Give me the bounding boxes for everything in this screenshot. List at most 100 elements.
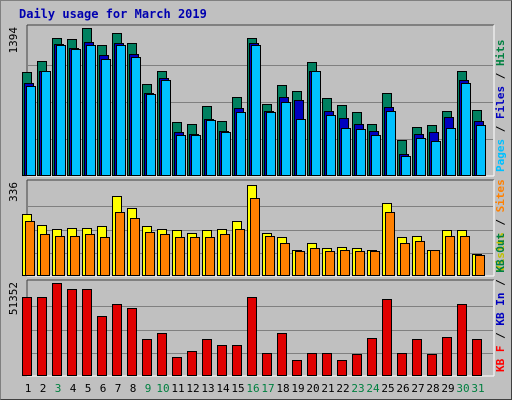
bar-kb-f xyxy=(292,360,302,376)
bar-sites xyxy=(325,251,335,276)
bar-pages xyxy=(71,49,81,176)
bar-sites xyxy=(475,255,485,276)
x-tick-label: 3 xyxy=(55,382,62,395)
legend: Visits / Sites xyxy=(494,179,507,272)
bar-sites xyxy=(160,234,170,276)
x-tick-label: 12 xyxy=(186,382,199,395)
bar-sites xyxy=(250,198,260,276)
bar-sites xyxy=(190,237,200,276)
bar-kb-f xyxy=(82,289,92,376)
y-max-label: 51352 xyxy=(7,282,20,315)
y-max-label: 336 xyxy=(7,182,20,202)
bar-sites xyxy=(460,236,470,276)
bar-sites xyxy=(385,212,395,276)
x-tick-label: 19 xyxy=(291,382,304,395)
bar-pages xyxy=(371,135,381,176)
bar-pages xyxy=(116,45,126,176)
legend-entry: / xyxy=(494,212,507,232)
x-tick-label: 1 xyxy=(25,382,32,395)
x-tick-label: 4 xyxy=(70,382,77,395)
bar-pages xyxy=(26,86,36,176)
bar-sites xyxy=(115,212,125,276)
bar-kb-f xyxy=(127,308,137,376)
legend: Pages / Files / Hits xyxy=(494,40,507,173)
x-tick-label: 6 xyxy=(100,382,107,395)
bar-pages xyxy=(101,59,111,176)
bar-sites xyxy=(445,236,455,276)
bar-kb-f xyxy=(307,353,317,376)
legend-entry: / xyxy=(494,119,507,139)
legend-entry: Sites xyxy=(494,179,507,212)
bar-kb-f xyxy=(97,316,107,376)
bar-pages xyxy=(311,71,321,176)
x-tick-label: 27 xyxy=(411,382,424,395)
x-tick-label: 26 xyxy=(396,382,409,395)
bar-pages xyxy=(56,45,66,176)
bar-kb-f xyxy=(52,283,62,376)
x-tick-label: 7 xyxy=(115,382,122,395)
legend-entry: Pages xyxy=(494,139,507,172)
legend-entry: / xyxy=(494,273,507,293)
bar-kb-f xyxy=(322,353,332,376)
panel-kbytes: 51352 KB F / KB In / KB Out xyxy=(7,233,507,377)
x-tick-label: 29 xyxy=(441,382,454,395)
legend-entry: Files xyxy=(494,86,507,119)
bar-pages xyxy=(266,112,276,176)
bar-pages xyxy=(431,141,441,176)
bar-kb-f xyxy=(67,289,77,376)
bar-pages xyxy=(146,94,156,176)
x-tick-label: 22 xyxy=(336,382,349,395)
bar-sites xyxy=(370,251,380,276)
bar-sites xyxy=(25,221,35,276)
legend: KB F / KB In / KB Out xyxy=(494,233,507,372)
bar-kb-f xyxy=(142,339,152,376)
bar-sites xyxy=(280,243,290,276)
bar-pages xyxy=(221,132,231,176)
bar-sites xyxy=(430,250,440,276)
bar-pages xyxy=(476,125,486,176)
bar-pages xyxy=(206,120,216,176)
bar-sites xyxy=(85,234,95,276)
bar-sites xyxy=(55,236,65,276)
bar-pages xyxy=(386,111,396,176)
bar-pages xyxy=(461,83,471,176)
bar-sites xyxy=(175,237,185,276)
panel-pages-files-hits: 1394 Pages / Files / Hits xyxy=(7,24,507,177)
bar-sites xyxy=(220,234,230,276)
bar-sites xyxy=(415,241,425,276)
bar-pages xyxy=(251,45,261,176)
bar-kb-f xyxy=(442,337,452,376)
bar-kb-f xyxy=(352,354,362,376)
bar-pages xyxy=(41,71,51,176)
bar-kb-f xyxy=(412,339,422,376)
x-tick-label: 15 xyxy=(231,382,244,395)
bar-kb-f xyxy=(202,339,212,376)
x-tick-label: 18 xyxy=(276,382,289,395)
bar-kb-f xyxy=(397,353,407,376)
bar-pages xyxy=(401,156,411,176)
bar-sites xyxy=(265,236,275,276)
bar-sites xyxy=(205,237,215,276)
bar-sites xyxy=(235,229,245,276)
x-tick-label: 20 xyxy=(306,382,319,395)
bar-pages xyxy=(281,102,291,176)
x-tick-label: 9 xyxy=(145,382,152,395)
bar-kb-f xyxy=(217,345,227,376)
chart-title: Daily usage for March 2019 xyxy=(19,7,207,21)
bar-sites xyxy=(340,250,350,276)
x-tick-label: 24 xyxy=(366,382,380,395)
x-tick-label: 17 xyxy=(261,382,274,395)
legend-entry: / xyxy=(494,66,507,86)
bar-pages xyxy=(416,138,426,176)
bar-sites xyxy=(400,243,410,276)
bar-sites xyxy=(100,237,110,276)
x-tick-label: 2 xyxy=(40,382,47,395)
x-tick-label: 28 xyxy=(426,382,439,395)
bar-sites xyxy=(70,236,80,276)
bar-kb-f xyxy=(367,338,377,376)
bar-sites xyxy=(355,251,365,276)
bar-pages xyxy=(446,128,456,176)
bar-pages xyxy=(161,80,171,176)
bar-kb-f xyxy=(427,354,437,376)
